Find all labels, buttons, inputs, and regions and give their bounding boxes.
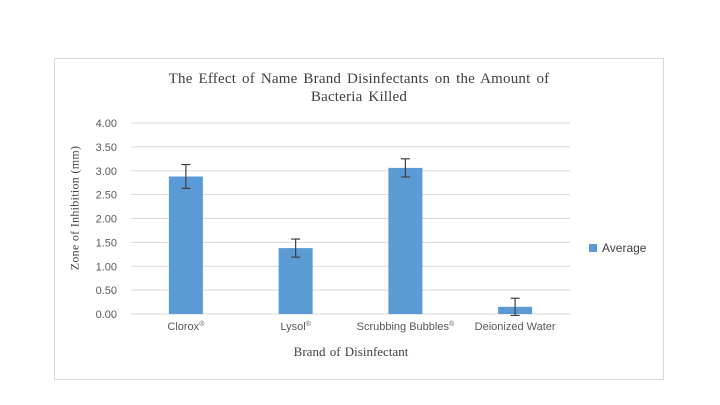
bar [388, 167, 423, 314]
y-tick-label: 3.50 [96, 142, 117, 154]
y-tick-label: 1.50 [96, 237, 117, 249]
y-tick-label: 1.00 [96, 261, 117, 273]
y-tick-label: 0.00 [96, 309, 117, 321]
x-category-label: Lysol® [280, 320, 311, 333]
legend-swatch-icon [589, 244, 597, 252]
plot-svg: 0.00 0.50 1.00 1.50 2.00 2.50 3.00 3.50 4.00 Clor… [96, 118, 570, 333]
y-axis-title: Zone of Inhibition (mm) [67, 145, 82, 271]
x-category-label: Deionized Water [475, 321, 556, 333]
x-category-label: Clorox® [167, 320, 205, 333]
x-axis-title: Brand of Disinfectant [293, 344, 409, 359]
y-tick-label: 4.00 [96, 118, 117, 130]
legend-label: Average [602, 241, 647, 255]
chart-title: The Effect of Name Brand Disinfectants o… [55, 70, 663, 106]
y-tick-label: 2.00 [96, 214, 117, 226]
chart-title-line1: The Effect of Name Brand Disinfectants o… [168, 71, 550, 87]
bar [278, 248, 313, 314]
y-tick-label: 2.50 [96, 190, 117, 202]
y-tick-label: 0.50 [96, 285, 117, 297]
legend: Average [589, 241, 646, 255]
bar [168, 176, 203, 314]
y-tick-label: 3.00 [96, 166, 117, 178]
x-category-label: Scrubbing Bubbles® [357, 320, 455, 333]
chart-title-line2: Bacteria Killed [310, 89, 408, 105]
chart-frame[interactable]: The Effect of Name Brand Disinfectants o… [54, 58, 664, 380]
